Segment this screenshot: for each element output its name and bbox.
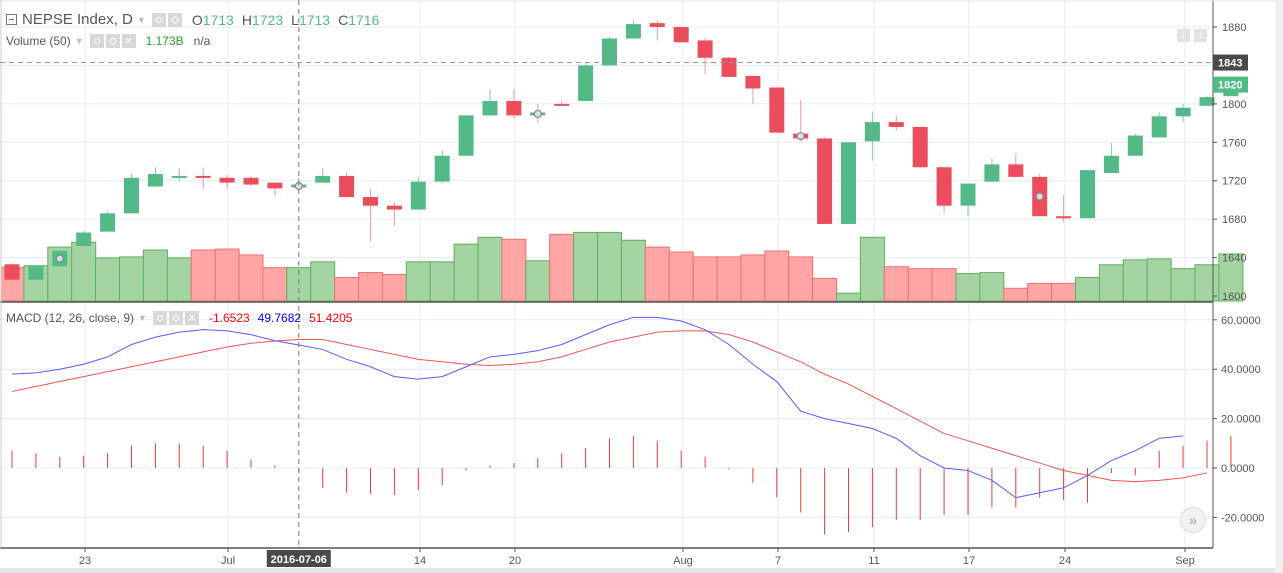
gear-icon[interactable] xyxy=(167,12,182,27)
gear-icon[interactable] xyxy=(105,34,120,48)
time-tick-label: Aug xyxy=(673,555,693,567)
close-label: C xyxy=(338,11,349,28)
time-tick-label: 14 xyxy=(414,555,426,567)
macd-tick-label: -20.0000 xyxy=(1221,512,1264,524)
time-tick-label: 24 xyxy=(1059,555,1071,567)
crosshair: 1843 1820 2016-07-06 xyxy=(0,0,1248,567)
macd-signal-value: 51.4205 xyxy=(309,311,353,325)
crosshair-price-label: 1843 xyxy=(1218,58,1242,70)
low-value: 1713 xyxy=(298,11,331,28)
right-margin xyxy=(1275,0,1283,573)
time-tick-label: 11 xyxy=(868,555,879,567)
collapse-icon[interactable] xyxy=(6,14,17,25)
close-value: 1716 xyxy=(348,11,380,28)
time-tick-label: 20 xyxy=(509,555,521,567)
scale-buttons: ↓ ↕ xyxy=(1177,29,1207,42)
macd-title[interactable]: MACD (12, 26, close, 9) xyxy=(6,311,135,325)
symbol-title[interactable]: NEPSE Index, D xyxy=(22,11,133,28)
price-legend: NEPSE Index, D ▼ O 1713 H 1723 L 1713 C 1716 xyxy=(6,11,379,28)
volume-legend: Volume (50) ▼ 1.173B n/a xyxy=(6,33,211,48)
time-tick-label: Sep xyxy=(1175,555,1195,567)
time-tick-label: 7 xyxy=(775,555,781,567)
price-tick-label: 1720 xyxy=(1222,176,1246,188)
arrow-down-icon[interactable]: ↓ xyxy=(1177,29,1190,42)
volume-ma-value: n/a xyxy=(193,34,211,48)
eye-icon[interactable] xyxy=(152,311,167,325)
low-label: L xyxy=(291,11,299,28)
price-tick-label: 1800 xyxy=(1222,99,1246,111)
candlesticks xyxy=(4,20,1239,280)
macd-tick-label: 40.0000 xyxy=(1221,364,1261,376)
crosshair-date-label: 2016-07-06 xyxy=(271,554,327,566)
time-tick-label: Jul xyxy=(221,555,235,567)
price-tick-label: 1600 xyxy=(1222,291,1246,303)
price-tick-label: 1880 xyxy=(1222,22,1246,34)
macd-tick-label: 60.0000 xyxy=(1221,315,1261,327)
last-price-label: 1820 xyxy=(1218,80,1242,92)
macd-legend: MACD (12, 26, close, 9) ▼ -1.6523 49.768… xyxy=(6,310,353,325)
chevron-down-icon[interactable]: ▼ xyxy=(74,36,84,46)
close-icon[interactable] xyxy=(121,33,136,48)
chevron-down-icon[interactable]: ▼ xyxy=(136,14,146,25)
gear-icon[interactable] xyxy=(168,311,183,325)
macd-pane xyxy=(11,316,1232,535)
macd-tick-label: 0.0000 xyxy=(1221,463,1255,475)
chevron-down-icon[interactable]: ▼ xyxy=(138,313,147,323)
volume-bars xyxy=(0,231,1244,302)
high-label: H xyxy=(241,11,252,28)
eye-icon[interactable] xyxy=(151,12,166,27)
price-tick-label: 1760 xyxy=(1222,137,1246,149)
time-tick-label: 17 xyxy=(963,555,975,567)
eye-icon[interactable] xyxy=(89,34,104,48)
scroll-to-realtime-button[interactable]: » xyxy=(1180,507,1206,533)
bottom-scrollbar[interactable] xyxy=(0,568,1275,573)
macd-line-value: 49.7682 xyxy=(257,311,302,325)
volume-title[interactable]: Volume (50) xyxy=(6,34,71,48)
open-label: O xyxy=(191,11,203,28)
time-tick-label: 23 xyxy=(79,555,91,567)
volume-value: 1.173B xyxy=(145,34,184,48)
price-tick-label: 1640 xyxy=(1222,253,1246,265)
price-tick-label: 1680 xyxy=(1222,214,1246,226)
macd-histogram-value: -1.6523 xyxy=(208,311,250,325)
macd-tick-label: 20.0000 xyxy=(1221,414,1261,426)
open-value: 1713 xyxy=(202,11,234,28)
auto-scale-icon[interactable]: ↕ xyxy=(1194,29,1207,42)
close-icon[interactable] xyxy=(184,310,199,325)
high-value: 1723 xyxy=(251,11,284,28)
